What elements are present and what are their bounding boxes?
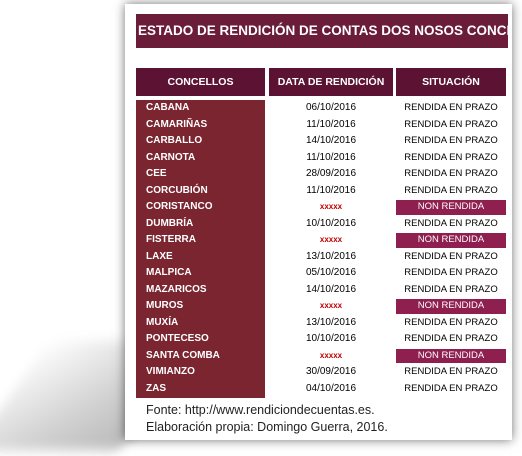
table-row: CORISTANCO xxxxx NON RENDIDA xyxy=(136,199,506,216)
concello-name: CARNOTA xyxy=(146,151,196,163)
rendicion-date: 11/10/2016 xyxy=(306,184,356,196)
table-row: DUMBRÍA 10/10/2016 RENDIDA EN PRAZO xyxy=(136,216,506,233)
rendicion-date: 11/10/2016 xyxy=(306,151,356,163)
situacion-status: RENDIDA EN PRAZO xyxy=(404,217,498,229)
table-row: SANTA COMBA xxxxx NON RENDIDA xyxy=(136,348,506,365)
rendicion-date: 11/10/2016 xyxy=(306,118,356,130)
situacion-status: RENDIDA EN PRAZO xyxy=(404,102,498,113)
situacion-status: RENDIDA EN PRAZO xyxy=(404,366,498,377)
table-footer: Fonte: http://www.rendiciondecuentas.es.… xyxy=(146,402,496,436)
rendicion-date: 13/10/2016 xyxy=(305,250,357,262)
table-row: VIMIANZO 30/09/2016 RENDIDA EN PRAZO xyxy=(136,364,506,381)
concello-name: LAXE xyxy=(146,250,173,262)
rendicion-date: 14/10/2016 xyxy=(305,135,357,146)
header-concellos: CONCELLOS xyxy=(136,68,265,96)
rendicion-date: 14/10/2016 xyxy=(305,283,357,295)
header-situacion: SITUACIÓN xyxy=(396,68,506,96)
table-row: CEE 28/09/2016 RENDIDA EN PRAZO xyxy=(136,166,506,183)
concellos-column xyxy=(136,100,265,398)
rendicion-date: xxxxx xyxy=(319,301,343,310)
table-row: MALPICA 05/10/2016 RENDIDA EN PRAZO xyxy=(136,265,506,282)
concello-name: DUMBRÍA xyxy=(146,217,194,229)
situacion-status: RENDIDA EN PRAZO xyxy=(404,382,498,394)
footer-source: Fonte: http://www.rendiciondecuentas.es. xyxy=(146,403,375,417)
situacion-status: NON RENDIDA xyxy=(396,348,506,363)
concello-name: MUXÍA xyxy=(146,316,179,328)
table-row: CABANA 06/10/2016 RENDIDA EN PRAZO xyxy=(136,100,506,117)
header-data-rendicion: DATA DE RENDICIÓN xyxy=(269,68,393,96)
rendicion-date: 28/09/2016 xyxy=(305,168,357,179)
table-container: ESTADO DE RENDICIÓN DE CONTAS DOS NOSOS … xyxy=(136,14,508,439)
situacion-status: RENDIDA EN PRAZO xyxy=(404,333,498,344)
concello-name: PONTECESO xyxy=(146,333,209,344)
situacion-status: RENDIDA EN PRAZO xyxy=(404,168,498,179)
concello-name: CABANA xyxy=(146,102,190,113)
situacion-status: RENDIDA EN PRAZO xyxy=(404,184,498,196)
concello-name: ZAS xyxy=(146,382,166,394)
situacion-status: RENDIDA EN PRAZO xyxy=(404,283,498,295)
table-body: CABANA 06/10/2016 RENDIDA EN PRAZO CAMARIÑA… xyxy=(136,100,506,400)
table-row: PONTECESO 10/10/2016 RENDIDA EN PRAZO xyxy=(136,331,506,348)
concello-name: MAZARICOS xyxy=(146,283,207,295)
rendicion-date: xxxxx xyxy=(319,235,343,244)
table-row: MAZARICOS 14/10/2016 RENDIDA EN PRAZO xyxy=(136,282,506,299)
table-row: MUXÍA 13/10/2016 RENDIDA EN PRAZO xyxy=(136,315,506,332)
rendicion-date: 10/10/2016 xyxy=(305,333,357,344)
footer-author: Elaboración propia: Domingo Guerra, 2016… xyxy=(146,420,388,434)
rendicion-date: 06/10/2016 xyxy=(305,102,357,113)
table-row: FISTERRA xxxxx NON RENDIDA xyxy=(136,232,506,249)
situacion-status: RENDIDA EN PRAZO xyxy=(404,267,498,278)
concello-name: SANTA COMBA xyxy=(146,349,220,361)
rendicion-date: 10/10/2016 xyxy=(305,217,357,229)
rendicion-date: 30/09/2016 xyxy=(305,366,357,377)
table-row: ZAS 04/10/2016 RENDIDA EN PRAZO xyxy=(136,381,506,398)
table-title: ESTADO DE RENDICIÓN DE CONTAS DOS NOSOS … xyxy=(136,14,508,48)
concello-name: MALPICA xyxy=(146,267,192,278)
rendicion-date: 05/10/2016 xyxy=(305,267,357,278)
concello-name: CORCUBIÓN xyxy=(146,184,208,196)
situacion-column xyxy=(396,100,506,398)
data-column xyxy=(269,100,393,398)
rendicion-date: 13/10/2016 xyxy=(305,316,357,328)
concello-name: FISTERRA xyxy=(146,234,196,245)
situacion-status: RENDIDA EN PRAZO xyxy=(404,250,498,262)
table-row: CAMARIÑAS 11/10/2016 RENDIDA EN PRAZO xyxy=(136,117,506,134)
concello-name: VIMIANZO xyxy=(146,366,195,377)
rendicion-date: xxxxx xyxy=(319,202,343,211)
table-row: MUROS xxxxx NON RENDIDA xyxy=(136,298,506,315)
situacion-status: RENDIDA EN PRAZO xyxy=(404,151,498,163)
table-row: CARBALLO 14/10/2016 RENDIDA EN PRAZO xyxy=(136,133,506,150)
rendicion-date: xxxxx xyxy=(319,350,343,360)
situacion-status: NON RENDIDA xyxy=(396,299,506,314)
concello-name: CORISTANCO xyxy=(146,201,213,212)
situacion-status: RENDIDA EN PRAZO xyxy=(404,118,498,130)
rendicion-date: 04/10/2016 xyxy=(305,382,357,394)
concello-name: CARBALLO xyxy=(146,135,203,146)
situacion-status: NON RENDIDA xyxy=(396,200,506,215)
concello-name: MUROS xyxy=(146,300,184,311)
table-row: CARNOTA 11/10/2016 RENDIDA EN PRAZO xyxy=(136,150,506,167)
concello-name: CAMARIÑAS xyxy=(146,118,208,130)
situacion-status: RENDIDA EN PRAZO xyxy=(404,135,498,146)
table-row: CORCUBIÓN 11/10/2016 RENDIDA EN PRAZO xyxy=(136,183,506,200)
table-row: LAXE 13/10/2016 RENDIDA EN PRAZO xyxy=(136,249,506,266)
concello-name: CEE xyxy=(146,168,167,179)
situacion-status: RENDIDA EN PRAZO xyxy=(404,316,498,328)
situacion-status: NON RENDIDA xyxy=(396,233,506,248)
